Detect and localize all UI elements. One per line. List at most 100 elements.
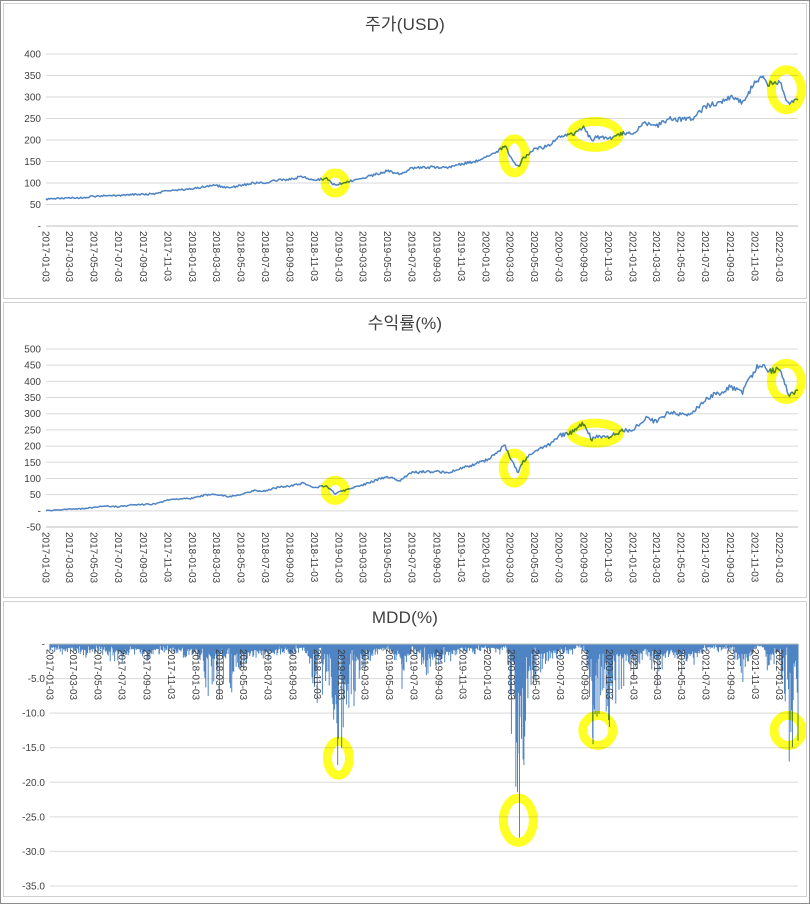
- x-tick-label: 2020-05-03: [528, 231, 539, 283]
- x-tick-label: 2017-07-03: [112, 532, 123, 584]
- x-tick-label: 2020-07-03: [552, 532, 563, 584]
- data-line: [45, 75, 799, 201]
- x-tick-label: 2017-05-03: [91, 649, 102, 701]
- x-tick-label: 2021-01-03: [627, 649, 638, 701]
- x-tick-label: 2018-03-03: [210, 231, 221, 283]
- x-tick-label: 2021-11-03: [749, 231, 760, 282]
- x-tick-label: 2018-05-03: [234, 231, 245, 283]
- x-tick-label: 2017-01-03: [39, 231, 50, 283]
- x-tick-label: 2018-11-03: [311, 649, 322, 700]
- x-tick-label: 2020-09-03: [577, 231, 588, 283]
- y-tick-label: 450: [24, 361, 41, 372]
- x-tick-label: 2021-11-03: [749, 649, 760, 700]
- highlight-mark: [498, 134, 530, 178]
- mdd-chart-canvas: - -5.0 -10.0 -15.0 -20.0 -25.0 -30.0 -35.0 2017-…: [22, 639, 806, 893]
- y-tick-label: 300: [24, 409, 41, 420]
- x-tick-label: 2021-07-03: [699, 532, 710, 584]
- y-tick-label: 400: [24, 49, 41, 60]
- x-tick-label: 2019-05-03: [383, 649, 394, 701]
- x-tick-label: 2019-03-03: [359, 649, 370, 701]
- x-tick-label: 2020-01-03: [479, 532, 490, 584]
- x-tick-label: 2022-01-03: [773, 649, 784, 701]
- price-chart-title: 주가(USD): [365, 15, 445, 34]
- y-tick-label: 50: [30, 200, 42, 211]
- highlight-mark: [766, 65, 806, 115]
- x-tick-label: 2018-09-03: [286, 649, 297, 701]
- x-tick-label: 2020-05-03: [528, 532, 539, 584]
- y-tick-label: 100: [24, 474, 41, 485]
- x-tick-label: 2019-07-03: [405, 532, 416, 584]
- x-tick-label: 2017-05-03: [88, 532, 99, 584]
- y-tick-label: -20.0: [22, 778, 45, 789]
- y-tick-label: -: [38, 221, 41, 232]
- highlight-mark: [769, 710, 806, 750]
- highlight-mark: [498, 793, 538, 847]
- x-tick-label: 2021-09-03: [724, 532, 735, 584]
- x-tick-label: 2017-11-03: [165, 649, 176, 700]
- x-tick-label: 2017-09-03: [141, 649, 152, 701]
- y-tick-label: -: [38, 506, 41, 517]
- x-tick-label: 2017-09-03: [137, 532, 148, 584]
- x-tick-label: 2018-01-03: [189, 649, 200, 701]
- x-tick-label: 2019-11-03: [455, 231, 466, 282]
- x-tick-label: 2017-03-03: [67, 649, 78, 701]
- y-tick-label: 200: [24, 442, 41, 453]
- x-tick-label: 2020-07-03: [554, 649, 565, 701]
- data-line: [45, 363, 799, 512]
- x-tick-label: 2017-07-03: [112, 231, 123, 283]
- x-tick-label: 2021-07-03: [699, 231, 710, 283]
- x-tick-label: 2018-09-03: [284, 231, 295, 283]
- y-tick-label: -30.0: [22, 847, 45, 858]
- x-tick-label: 2017-11-03: [162, 532, 173, 583]
- y-tick-label: -15.0: [22, 743, 45, 754]
- x-tick-label: 2018-01-03: [186, 532, 197, 584]
- x-tick-label: 2020-09-03: [579, 649, 590, 701]
- x-tick-label: 2021-07-03: [700, 649, 711, 701]
- x-tick-label: 2021-09-03: [724, 649, 735, 701]
- x-tick-label: 2020-03-03: [503, 532, 514, 584]
- highlight-mark: [766, 358, 806, 404]
- y-tick-label: -25.0: [22, 812, 45, 823]
- x-tick-label: 2020-05-03: [529, 649, 540, 701]
- x-tick-label: 2017-03-03: [63, 231, 74, 283]
- highlight-mark: [323, 736, 354, 780]
- x-tick-label: 2020-07-03: [552, 231, 563, 283]
- return-chart-canvas: 500 450 400 350 300 250 200 150 100 50 - -502017-01…: [24, 344, 806, 584]
- y-tick-label: 150: [24, 458, 41, 469]
- x-tick-label: 2018-07-03: [262, 649, 273, 701]
- x-tick-label: 2017-01-03: [43, 649, 54, 701]
- y-tick-label: 150: [24, 157, 41, 168]
- y-tick-label: -: [42, 639, 45, 650]
- x-tick-label: 2018-05-03: [234, 532, 245, 584]
- x-tick-label: 2019-01-03: [333, 532, 344, 584]
- highlight-mark: [498, 448, 530, 488]
- x-tick-label: 2017-11-03: [162, 231, 173, 282]
- x-tick-label: 2019-07-03: [407, 649, 418, 701]
- x-tick-label: 2020-11-03: [602, 231, 613, 282]
- y-tick-label: 200: [24, 135, 41, 146]
- x-tick-label: 2019-05-03: [381, 231, 392, 283]
- x-tick-label: 2019-09-03: [432, 649, 443, 701]
- mdd-chart-panel: MDD(%) - -5.0 -10.0 -15.0 -20.0 -25.0 -30.0 -35…: [3, 601, 807, 897]
- y-tick-label: 500: [24, 344, 41, 355]
- x-tick-label: 2017-05-03: [88, 231, 99, 283]
- x-tick-label: 2019-09-03: [430, 231, 441, 283]
- x-tick-label: 2019-03-03: [356, 532, 367, 584]
- highlight-mark: [578, 710, 618, 750]
- y-tick-label: -10.0: [22, 709, 45, 720]
- return-chart-panel: 수익률(%) 500 450 400 350 300 250 200 150 100 50 - -50…: [3, 302, 807, 598]
- x-tick-label: 2021-05-03: [675, 231, 686, 283]
- x-tick-label: 2020-01-03: [481, 649, 492, 701]
- x-tick-label: 2019-01-03: [333, 231, 344, 283]
- x-tick-label: 2017-03-03: [63, 532, 74, 584]
- x-tick-label: 2017-09-03: [137, 231, 148, 283]
- y-tick-label: -5.0: [28, 674, 46, 685]
- mdd-chart-title: MDD(%): [371, 608, 439, 627]
- highlight-mark: [320, 475, 350, 505]
- x-tick-label: 2020-11-03: [602, 532, 613, 583]
- x-tick-label: 2021-03-03: [651, 649, 662, 701]
- y-tick-label: 50: [30, 490, 42, 501]
- x-tick-label: 2021-09-03: [724, 231, 735, 283]
- x-tick-label: 2020-11-03: [603, 649, 614, 700]
- drawdown-bars: [49, 644, 799, 838]
